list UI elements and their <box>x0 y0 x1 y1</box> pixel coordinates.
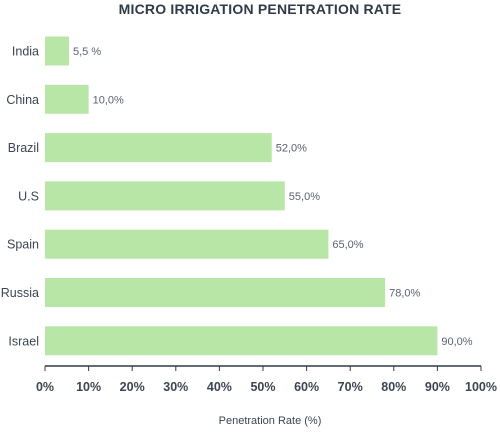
x-tick-label: 40% <box>207 380 232 394</box>
x-tick-label: 90% <box>425 380 450 394</box>
data-labels: 5,5 % 10,0% 52,0% 55,0% 65,0% 78,0% 90,0% <box>73 46 473 348</box>
x-tick-label: 70% <box>338 380 363 394</box>
data-label: 65,0% <box>332 239 363 251</box>
data-label: 55,0% <box>289 191 320 203</box>
x-tick-label: 20% <box>120 380 145 394</box>
category-label: Brazil <box>8 141 39 155</box>
bar-india <box>45 36 69 66</box>
x-tick-label: 100% <box>465 380 497 394</box>
x-tick-label: 50% <box>250 380 275 394</box>
x-tick-label: 10% <box>76 380 101 394</box>
bar-spain <box>45 229 329 259</box>
x-axis-ticks: 0% 10% 20% 30% 40% 50% 60% 70% 80% 90% 100% <box>36 366 497 394</box>
data-label: 52,0% <box>276 143 307 155</box>
bar-brazil <box>45 133 272 163</box>
bar-u-s <box>45 181 285 211</box>
category-label: Israel <box>8 334 39 348</box>
x-tick-label: 30% <box>163 380 188 394</box>
data-label: 90,0% <box>441 336 472 348</box>
category-label: India <box>12 45 39 59</box>
chart-title: MICRO IRRIGATION PENETRATION RATE <box>119 1 402 17</box>
x-tick-label: 0% <box>36 380 54 394</box>
bars-group <box>45 36 438 356</box>
data-label: 78,0% <box>389 288 420 300</box>
category-label: Spain <box>7 238 39 252</box>
category-labels: India China Brazil U.S Spain Russia Israel <box>1 45 39 349</box>
bar-russia <box>45 278 386 307</box>
x-tick-label: 80% <box>381 380 406 394</box>
category-label: U.S <box>18 189 39 203</box>
category-label: Russia <box>1 286 39 300</box>
bar-china <box>45 84 89 114</box>
bar-israel <box>45 326 438 356</box>
data-label: 10,0% <box>93 94 124 106</box>
x-axis-title: Penetration Rate (%) <box>219 415 322 427</box>
category-label: China <box>6 93 39 107</box>
x-tick-label: 60% <box>294 380 319 394</box>
data-label: 5,5 % <box>73 46 101 58</box>
